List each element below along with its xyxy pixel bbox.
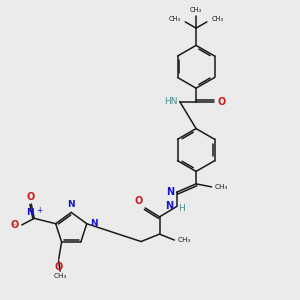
Text: H: H	[178, 204, 185, 213]
Text: O: O	[134, 196, 142, 206]
Text: ⁻: ⁻	[10, 222, 15, 232]
Text: N: N	[90, 219, 98, 228]
Text: CH₃: CH₃	[169, 16, 181, 22]
Text: N: N	[26, 208, 34, 217]
Text: CH₃: CH₃	[53, 273, 67, 279]
Text: CH₃: CH₃	[190, 7, 202, 13]
Text: HN: HN	[164, 97, 177, 106]
Text: +: +	[36, 206, 42, 215]
Text: O: O	[55, 262, 63, 272]
Text: N: N	[67, 200, 74, 209]
Text: CH₃: CH₃	[212, 16, 224, 22]
Text: N: N	[166, 187, 174, 197]
Text: N: N	[165, 201, 173, 211]
Text: O: O	[218, 97, 226, 106]
Text: CH₃: CH₃	[214, 184, 228, 190]
Text: O: O	[11, 220, 19, 230]
Text: O: O	[27, 192, 35, 202]
Text: CH₃: CH₃	[177, 237, 191, 243]
